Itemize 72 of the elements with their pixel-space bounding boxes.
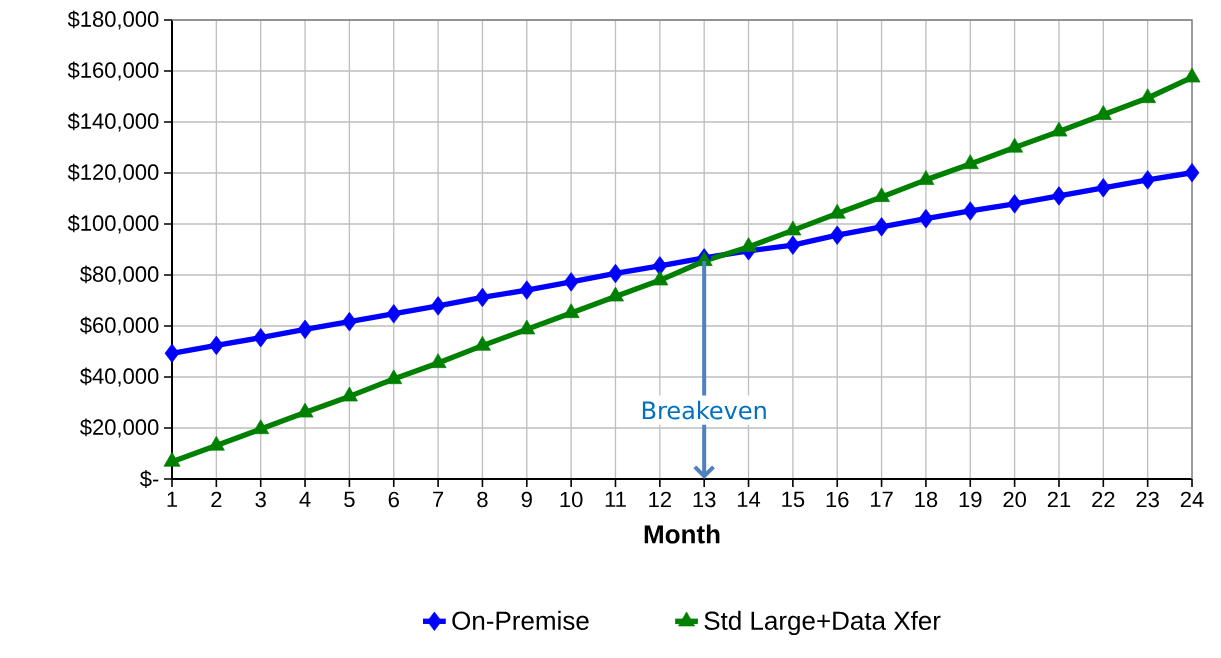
point bbox=[342, 311, 357, 332]
x-tick-label: 19 bbox=[959, 491, 982, 508]
x-tick-label: 9 bbox=[521, 491, 532, 508]
point bbox=[296, 402, 314, 418]
x-tick-label: 22 bbox=[1092, 491, 1115, 508]
x-tick-label: 24 bbox=[1180, 491, 1204, 508]
x-tick-label: 6 bbox=[388, 491, 399, 508]
x-tick-label: 16 bbox=[826, 491, 849, 508]
point bbox=[607, 286, 624, 302]
point bbox=[340, 386, 358, 402]
point bbox=[385, 369, 403, 385]
point bbox=[475, 287, 490, 308]
point bbox=[918, 208, 934, 229]
point bbox=[252, 419, 270, 435]
point bbox=[652, 256, 668, 276]
y-tick-label: $20,000 bbox=[80, 418, 159, 438]
y-tick-label: $180,000 bbox=[67, 10, 159, 30]
point bbox=[474, 335, 491, 351]
point bbox=[1184, 163, 1200, 183]
x-axis-title: Month bbox=[644, 524, 720, 544]
x-tick-label: 5 bbox=[344, 491, 355, 508]
point bbox=[519, 280, 535, 300]
x-tick-label: 14 bbox=[737, 491, 761, 507]
x-tick-label: 3 bbox=[255, 491, 266, 508]
x-tick-label: 17 bbox=[871, 491, 893, 507]
point bbox=[430, 296, 446, 316]
y-tick-label: $60,000 bbox=[80, 316, 159, 336]
x-tick-label: 13 bbox=[693, 491, 716, 508]
point bbox=[163, 451, 181, 467]
y-tick-label: $- bbox=[139, 470, 159, 488]
point bbox=[297, 319, 313, 339]
point bbox=[1051, 186, 1067, 206]
y-tick-label: $120,000 bbox=[67, 163, 159, 183]
point bbox=[651, 270, 669, 286]
point bbox=[1095, 178, 1111, 198]
point bbox=[962, 201, 978, 221]
annotation: Breakeven bbox=[642, 400, 766, 420]
x-tick-label: 15 bbox=[782, 491, 805, 508]
x-tick-label: 12 bbox=[649, 491, 671, 508]
y-tick-label: $40,000 bbox=[80, 367, 159, 387]
point bbox=[253, 328, 269, 348]
x-tick-label: 2 bbox=[211, 491, 222, 508]
legend-label: On-Premise bbox=[452, 610, 589, 630]
point bbox=[785, 235, 801, 255]
x-tick-label: 18 bbox=[915, 491, 938, 508]
y-tick-label: $100,000 bbox=[67, 214, 159, 234]
point bbox=[386, 304, 402, 324]
point bbox=[829, 225, 845, 245]
x-tick-label: 20 bbox=[1003, 491, 1026, 508]
point bbox=[563, 272, 579, 292]
x-tick-label: 21 bbox=[1047, 491, 1071, 508]
x-tick-label: 7 bbox=[433, 491, 444, 507]
y-tick-label: $80,000 bbox=[80, 265, 159, 285]
point bbox=[1140, 170, 1155, 190]
point bbox=[164, 343, 180, 363]
x-tick-label: 11 bbox=[605, 491, 626, 507]
x-tick-label: 8 bbox=[477, 491, 488, 508]
point bbox=[874, 217, 889, 237]
x-tick-label: 10 bbox=[560, 491, 583, 508]
y-tick-label: $140,000 bbox=[67, 112, 159, 132]
point bbox=[562, 303, 580, 318]
x-tick-label: 23 bbox=[1136, 491, 1159, 508]
point bbox=[209, 335, 224, 356]
legend-label: Std Large+Data Xfer bbox=[704, 610, 941, 636]
x-tick-label: 4 bbox=[299, 491, 311, 507]
point bbox=[207, 435, 225, 451]
point bbox=[608, 263, 623, 284]
point bbox=[518, 319, 536, 335]
y-tick-label: $160,000 bbox=[67, 61, 159, 81]
x-tick-label: 1 bbox=[167, 491, 178, 507]
point bbox=[429, 353, 447, 368]
point bbox=[1007, 194, 1022, 214]
